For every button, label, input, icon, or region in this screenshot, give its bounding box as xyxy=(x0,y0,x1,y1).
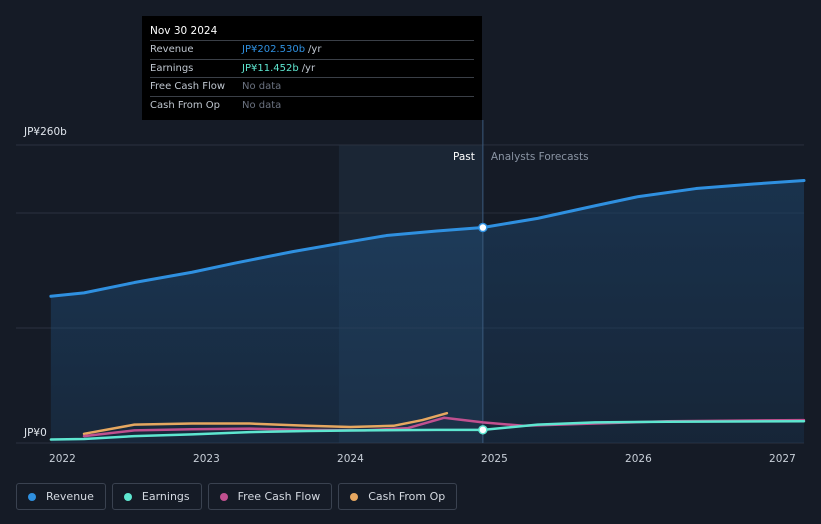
legend-dot-icon xyxy=(123,492,132,501)
tooltip-value: JP¥11.452b xyxy=(242,62,299,74)
legend-dot-icon xyxy=(28,492,36,501)
tooltip-value: No data xyxy=(242,99,282,111)
y-axis-top-label: JP¥260b xyxy=(23,126,67,138)
tooltip-unit: /yr xyxy=(308,44,322,55)
legend: Revenue Earnings Free Cash Flow Cash Fro… xyxy=(16,483,463,510)
tooltip-label: Cash From Op xyxy=(150,99,221,111)
revenue-area xyxy=(50,180,804,443)
legend-label: Free Cash Flow xyxy=(237,490,321,503)
x-tick-label: 2025 xyxy=(481,453,508,465)
tooltip-row-earnings: Earnings JP¥11.452b /yr xyxy=(150,58,474,78)
tooltip-date: Nov 30 2024 xyxy=(150,25,218,37)
series-line-revenue xyxy=(49,179,806,298)
legend-label: Revenue xyxy=(46,490,94,503)
tooltip-label: Revenue xyxy=(150,44,194,55)
x-tick-label: 2022 xyxy=(49,453,76,465)
series-line-cash-from-op xyxy=(82,411,449,436)
tooltip-row-cash-from-op: Cash From Op No data xyxy=(150,95,474,115)
tooltip-value: JP¥202.530b xyxy=(242,44,306,55)
tooltip-label: Free Cash Flow xyxy=(150,81,226,92)
earnings-marker xyxy=(478,425,488,435)
legend-dot-icon xyxy=(219,492,228,501)
legend-item-free-cash-flow[interactable]: Free Cash Flow xyxy=(207,483,333,510)
series-line-earnings xyxy=(49,419,806,441)
legend-label: Earnings xyxy=(141,490,190,503)
forecast-label: Analysts Forecasts xyxy=(491,151,589,163)
tooltip: Nov 30 2024 Revenue JP¥202.530b /yr Earn… xyxy=(142,16,482,120)
tooltip-value: No data xyxy=(242,81,282,92)
x-tick-label: 2026 xyxy=(625,453,652,465)
legend-item-earnings[interactable]: Earnings xyxy=(111,483,202,510)
tooltip-label: Earnings xyxy=(150,62,194,74)
tooltip-row-free-cash-flow: Free Cash Flow No data xyxy=(150,77,474,96)
forecast-region xyxy=(482,145,804,443)
legend-item-cash-from-op[interactable]: Cash From Op xyxy=(338,483,458,510)
legend-label: Cash From Op xyxy=(368,490,446,503)
tooltip-row-revenue: Revenue JP¥202.530b /yr xyxy=(150,40,474,59)
legend-item-revenue[interactable]: Revenue xyxy=(16,483,106,510)
x-tick-label: 2024 xyxy=(337,453,364,465)
revenue-marker xyxy=(478,222,488,233)
x-tick-label: 2023 xyxy=(193,453,220,465)
x-tick-label: 2027 xyxy=(769,453,796,465)
legend-dot-icon xyxy=(350,492,359,501)
tooltip-unit: /yr xyxy=(301,62,316,74)
y-axis-bottom-label: JP¥0 xyxy=(23,427,47,439)
past-label: Past xyxy=(453,151,475,163)
